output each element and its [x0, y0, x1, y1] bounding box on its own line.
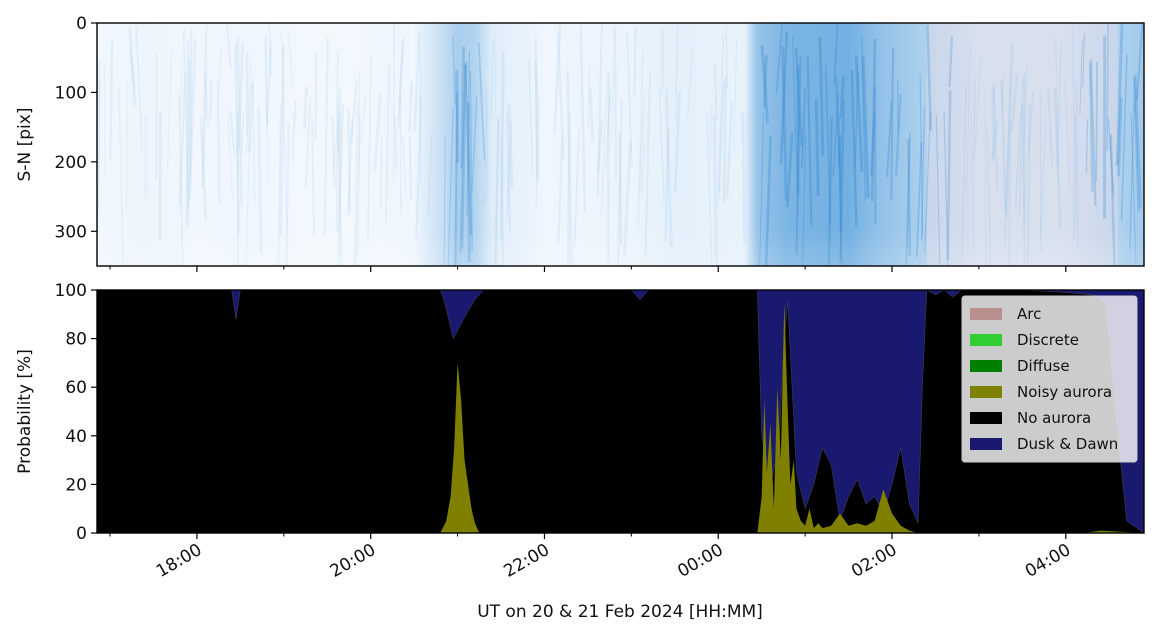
legend-label: Diffuse	[1017, 357, 1070, 375]
legend-entry: Noisy aurora	[970, 383, 1112, 401]
probability-y-ticks: 0 20 40 60 80 100	[55, 281, 97, 544]
legend-label: Noisy aurora	[1017, 383, 1112, 401]
keogram-y-tick-label: 300	[55, 222, 87, 242]
legend: Arc Discrete Diffuse Noisy aurora No aurora D…	[961, 295, 1138, 463]
probability-x-tick-label: 02:00	[848, 540, 900, 582]
keogram-y-ticks: 0 100 200 300	[55, 14, 97, 242]
legend-label: Dusk & Dawn	[1017, 435, 1118, 453]
legend-label: Discrete	[1017, 331, 1079, 349]
probability-y-tick-label: 100	[55, 281, 87, 301]
probability-frame	[96, 289, 1145, 534]
probability-x-tick-label: 04:00	[1022, 540, 1074, 582]
keogram-frame	[96, 22, 1145, 267]
legend-swatch	[970, 334, 1002, 346]
legend-swatch	[970, 308, 1002, 320]
probability-panel: 0 20 40 60 80 100 18:00 20:00 22:00 00:00 02:00 04…	[15, 281, 1145, 622]
keogram-y-tick-label: 200	[55, 153, 87, 173]
legend-label: No aurora	[1017, 409, 1091, 427]
probability-y-tick-label: 60	[65, 378, 87, 398]
keogram-y-tick-label: 100	[55, 83, 87, 103]
probability-y-tick-label: 40	[65, 427, 87, 447]
probability-y-tick-label: 20	[65, 475, 87, 495]
legend-entry: Diffuse	[970, 357, 1070, 375]
legend-box	[961, 295, 1138, 463]
probability-x-tick-label: 00:00	[674, 540, 726, 582]
probability-areas	[97, 290, 1144, 533]
keogram-y-tick-label: 0	[76, 14, 87, 34]
legend-swatch	[970, 386, 1002, 398]
probability-x-ticks: 18:00 20:00 22:00 00:00 02:00 04:00	[109, 533, 1074, 582]
probability-y-tick-label: 80	[65, 330, 87, 350]
keogram-panel: 0 100 200 300 S-N [pix]	[15, 14, 1145, 272]
keogram-shade	[97, 23, 1144, 266]
probability-x-tick-label: 22:00	[501, 540, 553, 582]
probability-y-tick-label: 0	[76, 524, 87, 544]
legend-swatch	[970, 360, 1002, 372]
legend-entry: No aurora	[970, 409, 1091, 427]
x-axis-title: UT on 20 & 21 Feb 2024 [HH:MM]	[477, 602, 763, 622]
area-no-aurora	[97, 290, 1144, 533]
legend-swatch	[970, 412, 1002, 424]
legend-entry: Arc	[970, 305, 1041, 323]
legend-swatch	[970, 438, 1002, 450]
legend-entry: Discrete	[970, 331, 1079, 349]
probability-x-tick-label: 20:00	[327, 540, 379, 582]
keogram-y-axis-title: S-N [pix]	[15, 108, 35, 182]
probability-y-axis-title: Probability [%]	[15, 349, 35, 474]
keogram-x-ticks	[109, 266, 1067, 272]
legend-label: Arc	[1017, 305, 1041, 323]
probability-x-tick-label: 18:00	[153, 540, 205, 582]
legend-entry: Dusk & Dawn	[970, 435, 1118, 453]
